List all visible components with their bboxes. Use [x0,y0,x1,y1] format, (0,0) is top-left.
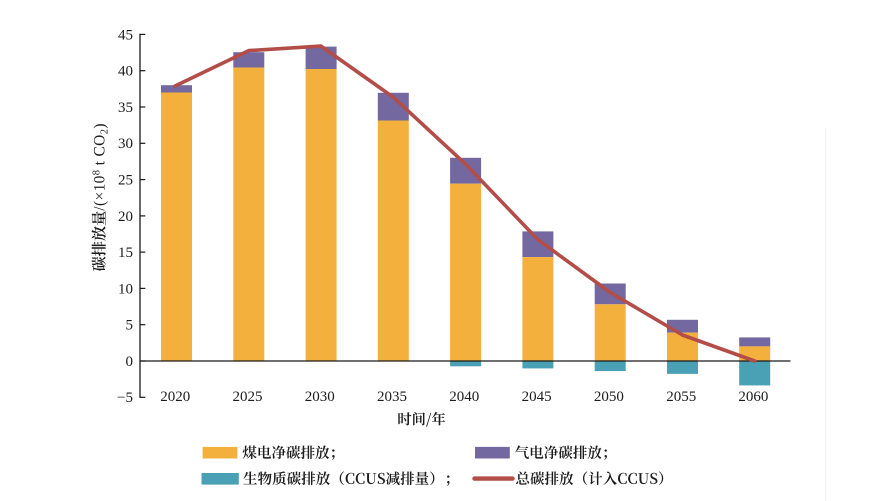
svg-text:40: 40 [118,64,133,80]
svg-text:2030: 2030 [305,389,335,405]
svg-text:2045: 2045 [522,389,552,405]
svg-text:15: 15 [118,245,133,261]
svg-text:5: 5 [126,318,134,334]
svg-text:25: 25 [118,173,133,189]
svg-text:35: 35 [118,100,133,116]
svg-text:0: 0 [126,354,134,370]
svg-text:/(×108 t CO2): /(×108 t CO2) [92,123,111,211]
svg-text:−5: −5 [117,390,133,406]
svg-text:2035: 2035 [377,389,407,405]
svg-text:2050: 2050 [594,389,624,405]
svg-text:2020: 2020 [160,389,190,405]
svg-text:30: 30 [118,136,133,152]
svg-text:2055: 2055 [666,389,696,405]
svg-text:45: 45 [118,27,133,43]
svg-text:2040: 2040 [449,389,479,405]
svg-text:10: 10 [118,281,133,297]
svg-text:2060: 2060 [738,389,768,405]
svg-text:2025: 2025 [233,389,263,405]
svg-text:20: 20 [118,209,133,225]
